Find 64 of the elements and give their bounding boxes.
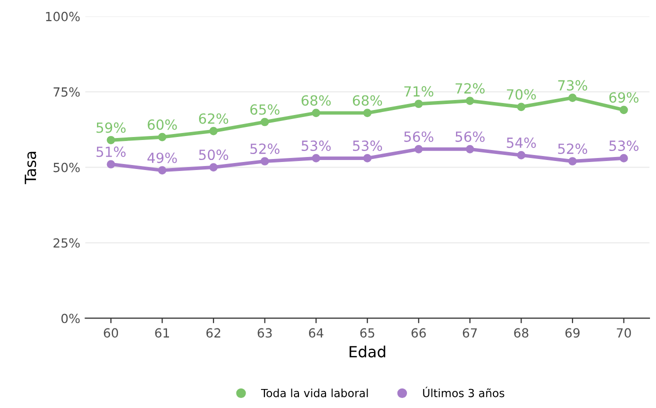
data-label: 56% bbox=[456, 131, 485, 142]
y-tick-label: 100% bbox=[46, 12, 80, 22]
point bbox=[466, 145, 474, 154]
point bbox=[414, 145, 423, 154]
data-label: 72% bbox=[456, 83, 485, 94]
data-label: 68% bbox=[302, 95, 331, 106]
point bbox=[158, 166, 166, 174]
x-tick-label: 68 bbox=[514, 328, 528, 338]
x-tick-label: 64 bbox=[308, 328, 324, 338]
data-label: 54% bbox=[506, 137, 536, 148]
x-axis-title: Edad bbox=[350, 346, 386, 358]
point bbox=[209, 126, 218, 136]
y-axis-title: Tasa bbox=[24, 152, 36, 184]
data-label: 69% bbox=[609, 92, 638, 103]
point bbox=[106, 160, 116, 168]
data-label: 52% bbox=[558, 144, 588, 154]
x-tick-label: 62 bbox=[206, 328, 220, 338]
point bbox=[158, 132, 166, 142]
data-label: 53% bbox=[302, 140, 331, 152]
point bbox=[568, 157, 577, 166]
x-tick-label: 67 bbox=[462, 328, 477, 338]
point bbox=[209, 163, 218, 172]
legend-label: Toda la vida laboral bbox=[261, 388, 368, 398]
point bbox=[312, 154, 320, 162]
y-tick-label: 75% bbox=[54, 87, 80, 97]
data-label: 49% bbox=[147, 152, 177, 164]
point bbox=[620, 106, 628, 114]
x-tick-label: 60 bbox=[104, 328, 118, 338]
data-label: 52% bbox=[250, 144, 280, 154]
point bbox=[466, 96, 474, 106]
data-label: 56% bbox=[404, 131, 434, 142]
data-label: 62% bbox=[199, 113, 228, 124]
point bbox=[620, 154, 628, 162]
y-tick-label: 0% bbox=[61, 314, 80, 324]
point bbox=[312, 108, 320, 118]
point bbox=[106, 136, 116, 144]
x-tick-label: 65 bbox=[360, 328, 374, 338]
data-label: 68% bbox=[352, 95, 382, 106]
legend-label: Últimos 3 años bbox=[423, 386, 504, 398]
data-label: 73% bbox=[558, 80, 588, 91]
data-label: 60% bbox=[148, 119, 177, 130]
x-tick-label: 63 bbox=[258, 328, 272, 338]
x-tick-label: 69 bbox=[565, 328, 580, 338]
x-tick-label: 61 bbox=[155, 328, 170, 338]
x-tick-label: 70 bbox=[616, 328, 631, 338]
point bbox=[260, 157, 269, 166]
data-label: 70% bbox=[506, 89, 536, 100]
point bbox=[363, 154, 372, 162]
x-tick-label: 66 bbox=[412, 328, 426, 338]
point bbox=[363, 108, 372, 118]
point bbox=[517, 151, 526, 160]
data-label: 65% bbox=[250, 104, 280, 115]
point bbox=[568, 94, 577, 102]
y-tick-label: 25% bbox=[54, 238, 80, 248]
data-label: 71% bbox=[404, 86, 434, 97]
point bbox=[260, 118, 269, 126]
y-tick-label: 50% bbox=[54, 162, 80, 172]
data-label: 50% bbox=[199, 150, 228, 160]
data-label: 59% bbox=[96, 122, 126, 133]
data-label: 51% bbox=[96, 146, 126, 158]
data-label: 53% bbox=[609, 140, 638, 152]
point bbox=[517, 102, 526, 112]
data-label: 53% bbox=[352, 140, 382, 152]
point bbox=[414, 100, 423, 108]
